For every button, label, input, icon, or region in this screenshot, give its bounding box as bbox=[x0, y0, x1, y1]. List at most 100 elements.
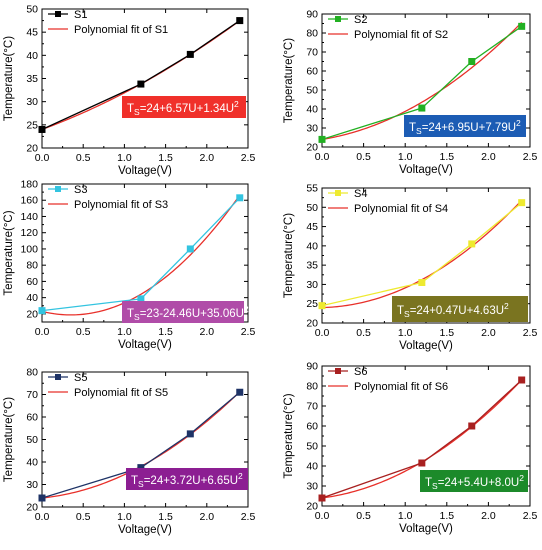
data-point bbox=[518, 22, 526, 30]
x-tick-label: 0.5 bbox=[76, 326, 91, 338]
data-point bbox=[137, 80, 145, 88]
fit-curve bbox=[322, 199, 523, 309]
chart-panel-5: 0.0 0.5 1.0 1.5 2.0 2.5 20 30 40 50 60 70 80 Voltage(… bbox=[3, 367, 255, 537]
legend-marker bbox=[335, 368, 341, 374]
legend-label-fit: Polynomial fit of S4 bbox=[354, 203, 448, 215]
y-tick-label: 50 bbox=[306, 85, 318, 97]
x-tick-label: 2.5 bbox=[241, 511, 256, 523]
y-tick-label: 120 bbox=[20, 227, 38, 239]
y-tick-label: 50 bbox=[306, 202, 318, 214]
equation-box bbox=[420, 470, 528, 492]
x-tick-label: 0.0 bbox=[35, 152, 50, 164]
data-point bbox=[236, 194, 244, 202]
y-tick-label: 20 bbox=[26, 502, 38, 514]
x-tick-label: 2.5 bbox=[523, 510, 538, 522]
y-tick-label: 70 bbox=[306, 47, 318, 59]
x-tick-label: 0.5 bbox=[76, 152, 91, 164]
x-tick-label: 0.5 bbox=[356, 510, 371, 522]
y-tick-label: 60 bbox=[306, 66, 318, 78]
y-tick-label: 35 bbox=[306, 260, 318, 272]
data-point bbox=[418, 279, 426, 286]
y-tick-label: 50 bbox=[26, 4, 38, 16]
x-tick-label: 0.0 bbox=[35, 326, 50, 338]
equation-text: TS=24+5.4U+8.0U2 bbox=[425, 473, 524, 491]
y-tick-label: 30 bbox=[306, 123, 318, 135]
x-tick-label: 1.5 bbox=[158, 511, 173, 523]
y-tick-label: 45 bbox=[306, 221, 318, 233]
data-point bbox=[318, 494, 326, 502]
x-tick-label: 0.5 bbox=[356, 327, 371, 339]
data-point bbox=[186, 430, 194, 438]
legend-label-fit: Polynomial fit of S5 bbox=[74, 387, 168, 399]
x-tick-label: 2.5 bbox=[523, 151, 538, 163]
data-line bbox=[322, 202, 523, 307]
y-tick-label: 40 bbox=[306, 240, 318, 252]
y-tick-label: 140 bbox=[20, 211, 38, 223]
x-tick-label: 0.5 bbox=[356, 151, 371, 163]
x-tick-label: 2.0 bbox=[199, 511, 214, 523]
legend-label-data: S2 bbox=[354, 14, 367, 26]
x-tick-label: 1.5 bbox=[439, 510, 454, 522]
y-tick-label: 70 bbox=[26, 389, 38, 401]
x-tick-label: 2.5 bbox=[241, 326, 256, 338]
y-tick-label: 40 bbox=[26, 50, 38, 62]
y-axis-label: Temperature(°C) bbox=[3, 36, 15, 121]
y-tick-label: 70 bbox=[306, 401, 318, 413]
data-line bbox=[42, 391, 241, 499]
y-tick-label: 20 bbox=[306, 501, 318, 513]
y-tick-label: 30 bbox=[306, 481, 318, 493]
chart-panel-4: 0.0 0.5 1.0 1.5 2.0 2.5 20 25 30 35 40 45 50 55 Voltag… bbox=[283, 183, 537, 353]
equation-box bbox=[122, 96, 246, 118]
x-tick-label: 0.0 bbox=[35, 511, 50, 523]
equation-box bbox=[122, 301, 244, 323]
y-tick-label: 80 bbox=[306, 381, 318, 393]
x-tick-label: 1.0 bbox=[398, 327, 413, 339]
data-line bbox=[42, 20, 241, 131]
y-tick-label: 60 bbox=[26, 276, 38, 288]
y-tick-label: 50 bbox=[26, 434, 38, 446]
chart-panel-2: 0.0 0.5 1.0 1.5 2.0 2.5 20 30 40 50 60 70 80 90 Voltag… bbox=[283, 9, 537, 177]
y-tick-label: 30 bbox=[306, 279, 318, 291]
y-tick-label: 40 bbox=[306, 104, 318, 116]
y-axis-label: Temperature(°C) bbox=[3, 210, 15, 295]
y-tick-label: 55 bbox=[306, 183, 318, 195]
data-point bbox=[418, 459, 426, 467]
x-tick-label: 1.0 bbox=[117, 511, 132, 523]
equation-text: TS=24+0.47U+4.63U2 bbox=[397, 301, 509, 319]
x-tick-label: 1.0 bbox=[398, 510, 413, 522]
y-tick-label: 20 bbox=[306, 318, 318, 330]
legend-label-fit: Polynomial fit of S3 bbox=[74, 199, 168, 211]
data-point bbox=[236, 17, 244, 25]
x-axis-label: Voltage(V) bbox=[118, 339, 172, 351]
y-tick-label: 40 bbox=[306, 461, 318, 473]
x-tick-label: 1.0 bbox=[117, 152, 132, 164]
x-tick-label: 1.0 bbox=[398, 151, 413, 163]
data-point bbox=[186, 245, 194, 253]
data-point bbox=[318, 135, 326, 143]
equation-text: TS=24+3.72U+6.65U2 bbox=[131, 471, 243, 489]
data-point bbox=[38, 125, 46, 133]
equation-box bbox=[404, 115, 526, 137]
equation-text: TS=24+6.57U+1.34U2 bbox=[127, 99, 239, 117]
x-axis-label: Voltage(V) bbox=[118, 524, 172, 536]
x-tick-label: 0.0 bbox=[315, 327, 330, 339]
data-point bbox=[137, 295, 145, 303]
data-point bbox=[468, 422, 476, 430]
fit-curve bbox=[322, 21, 523, 141]
chart-panel-6: 0.0 0.5 1.0 1.5 2.0 2.5 20 30 40 50 60 70 80 90 Voltag… bbox=[283, 361, 537, 536]
legend-label-data: S3 bbox=[74, 184, 87, 196]
x-tick-label: 2.0 bbox=[481, 327, 496, 339]
y-tick-label: 30 bbox=[26, 96, 38, 108]
x-tick-label: 2.0 bbox=[199, 326, 214, 338]
legend-label-data: S5 bbox=[74, 372, 87, 384]
y-tick-label: 60 bbox=[26, 412, 38, 424]
y-tick-label: 25 bbox=[26, 119, 38, 131]
x-tick-label: 0.0 bbox=[315, 510, 330, 522]
x-tick-label: 1.0 bbox=[117, 326, 132, 338]
legend-marker bbox=[55, 11, 61, 17]
data-point bbox=[236, 388, 244, 396]
data-point bbox=[518, 199, 526, 207]
legend-label-data: S6 bbox=[354, 366, 367, 378]
data-point bbox=[318, 302, 326, 310]
y-tick-label: 20 bbox=[306, 142, 318, 154]
